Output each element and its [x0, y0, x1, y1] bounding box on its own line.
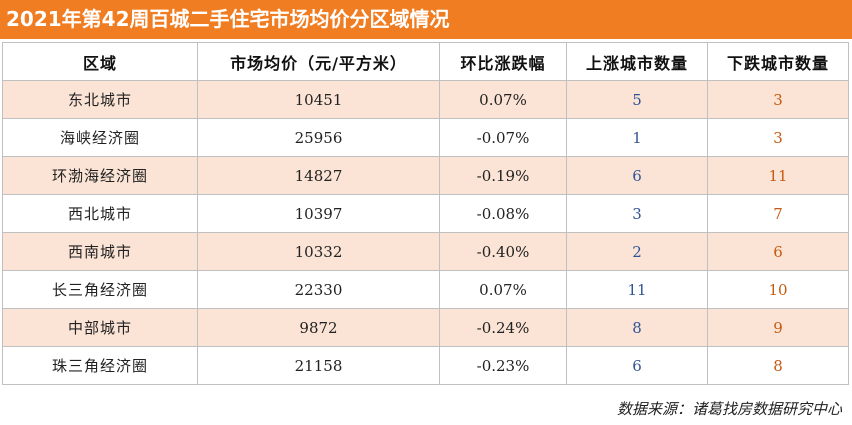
- cell-down-count: 11: [707, 156, 849, 195]
- cell-down-count: 10: [707, 270, 849, 309]
- cell-change: -0.07%: [439, 118, 567, 157]
- cell-avg-price: 10451: [197, 80, 440, 119]
- table-row: 西南城市 10332 -0.40% 2 6: [2, 232, 849, 271]
- header-down-count: 下跌城市数量: [707, 42, 849, 81]
- table-row: 珠三角经济圈 21158 -0.23% 6 8: [2, 346, 849, 385]
- cell-region: 西北城市: [2, 194, 198, 233]
- cell-change: 0.07%: [439, 270, 567, 309]
- table-row: 东北城市 10451 0.07% 5 3: [2, 80, 849, 119]
- cell-avg-price: 9872: [197, 308, 440, 347]
- cell-up-count: 1: [566, 118, 708, 157]
- table-row: 长三角经济圈 22330 0.07% 11 10: [2, 270, 849, 309]
- cell-down-count: 9: [707, 308, 849, 347]
- cell-region: 西南城市: [2, 232, 198, 271]
- cell-change: -0.24%: [439, 308, 567, 347]
- cell-up-count: 3: [566, 194, 708, 233]
- table-row: 西北城市 10397 -0.08% 3 7: [2, 194, 849, 233]
- header-up-count: 上涨城市数量: [566, 42, 708, 81]
- cell-region: 珠三角经济圈: [2, 346, 198, 385]
- cell-region: 环渤海经济圈: [2, 156, 198, 195]
- region-price-table: 区域 市场均价（元/平方米） 环比涨跌幅 上涨城市数量 下跌城市数量 东北城市 …: [2, 42, 849, 385]
- cell-up-count: 6: [566, 346, 708, 385]
- cell-region: 海峡经济圈: [2, 118, 198, 157]
- cell-change: 0.07%: [439, 80, 567, 119]
- table-row: 海峡经济圈 25956 -0.07% 1 3: [2, 118, 849, 157]
- cell-region: 东北城市: [2, 80, 198, 119]
- header-row: 区域 市场均价（元/平方米） 环比涨跌幅 上涨城市数量 下跌城市数量: [2, 42, 849, 81]
- cell-up-count: 2: [566, 232, 708, 271]
- cell-change: -0.23%: [439, 346, 567, 385]
- cell-up-count: 8: [566, 308, 708, 347]
- table-row: 环渤海经济圈 14827 -0.19% 6 11: [2, 156, 849, 195]
- cell-avg-price: 21158: [197, 346, 440, 385]
- cell-avg-price: 25956: [197, 118, 440, 157]
- cell-up-count: 11: [566, 270, 708, 309]
- cell-avg-price: 10397: [197, 194, 440, 233]
- cell-down-count: 6: [707, 232, 849, 271]
- cell-down-count: 3: [707, 118, 849, 157]
- cell-change: -0.08%: [439, 194, 567, 233]
- cell-avg-price: 14827: [197, 156, 440, 195]
- table-title: 2021年第42周百城二手住宅市场均价分区域情况: [0, 0, 852, 39]
- table-row: 中部城市 9872 -0.24% 8 9: [2, 308, 849, 347]
- cell-up-count: 5: [566, 80, 708, 119]
- cell-change: -0.40%: [439, 232, 567, 271]
- header-region: 区域: [2, 42, 198, 81]
- cell-avg-price: 22330: [197, 270, 440, 309]
- cell-down-count: 3: [707, 80, 849, 119]
- data-source-note: 数据来源：诸葛找房数据研究中心: [616, 400, 842, 418]
- header-change: 环比涨跌幅: [439, 42, 567, 81]
- cell-change: -0.19%: [439, 156, 567, 195]
- cell-down-count: 7: [707, 194, 849, 233]
- cell-region: 中部城市: [2, 308, 198, 347]
- cell-avg-price: 10332: [197, 232, 440, 271]
- cell-down-count: 8: [707, 346, 849, 385]
- cell-up-count: 6: [566, 156, 708, 195]
- header-avg-price: 市场均价（元/平方米）: [197, 42, 440, 81]
- cell-region: 长三角经济圈: [2, 270, 198, 309]
